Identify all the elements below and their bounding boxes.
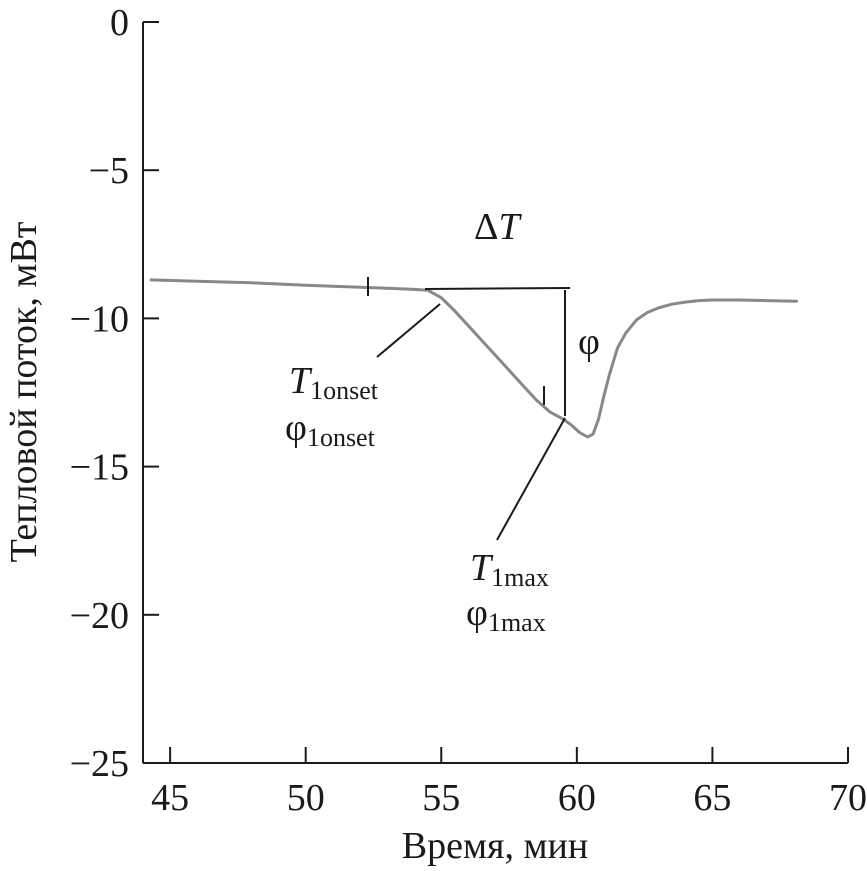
heat-flow-series-line (149, 278, 798, 439)
phi-label: φ (578, 321, 600, 363)
annotations: ΔT φ T1onset φ1onset T1max φ1max (285, 206, 600, 637)
max-phi-label: φ1max (466, 592, 546, 637)
x-tick-label: 50 (287, 777, 325, 819)
onset-phi-subscript: 1onset (307, 423, 376, 452)
max-temperature-label: T1max (470, 547, 549, 592)
x-axis-title: Время, мин (402, 825, 588, 867)
tick-labels: 45 50 55 60 65 70 0 −5 −10 −15 −20 −25 (70, 2, 867, 819)
delta-t-label: ΔT (474, 206, 522, 248)
max-leader-line (496, 417, 566, 541)
onset-t-subscript: 1onset (310, 376, 379, 405)
max-phi-symbol: φ (466, 592, 488, 634)
max-phi-subscript: 1max (488, 608, 546, 637)
baseline-extension-line (424, 287, 571, 290)
y-axis-title: Тепловой поток, мВт (3, 221, 45, 562)
max-t-subscript: 1max (491, 563, 549, 592)
x-tick-label: 65 (693, 777, 731, 819)
y-tick-label: −20 (70, 595, 129, 637)
onset-temperature-label: T1onset (289, 360, 379, 405)
construction-lines (367, 277, 571, 541)
y-tick-label: −10 (70, 298, 129, 340)
max-t-variable: T (470, 547, 494, 589)
y-tick-label: −5 (89, 150, 129, 192)
x-tick-label: 60 (558, 777, 596, 819)
onset-phi-label: φ1onset (285, 407, 376, 452)
onset-phi-symbol: φ (285, 407, 307, 449)
delta-t-variable: T (498, 206, 522, 248)
x-tick-label: 45 (151, 777, 189, 819)
onset-leader-line (376, 303, 441, 358)
ticks (143, 21, 849, 764)
y-tick-label: −15 (70, 447, 129, 489)
y-tick-label: 0 (110, 2, 129, 44)
series-layer (149, 278, 798, 439)
y-tick-label: −25 (70, 743, 129, 785)
delta-symbol: Δ (474, 206, 498, 248)
onset-t-variable: T (289, 360, 313, 402)
x-tick-label: 70 (829, 777, 867, 819)
axes (142, 22, 848, 764)
x-tick-label: 55 (422, 777, 460, 819)
